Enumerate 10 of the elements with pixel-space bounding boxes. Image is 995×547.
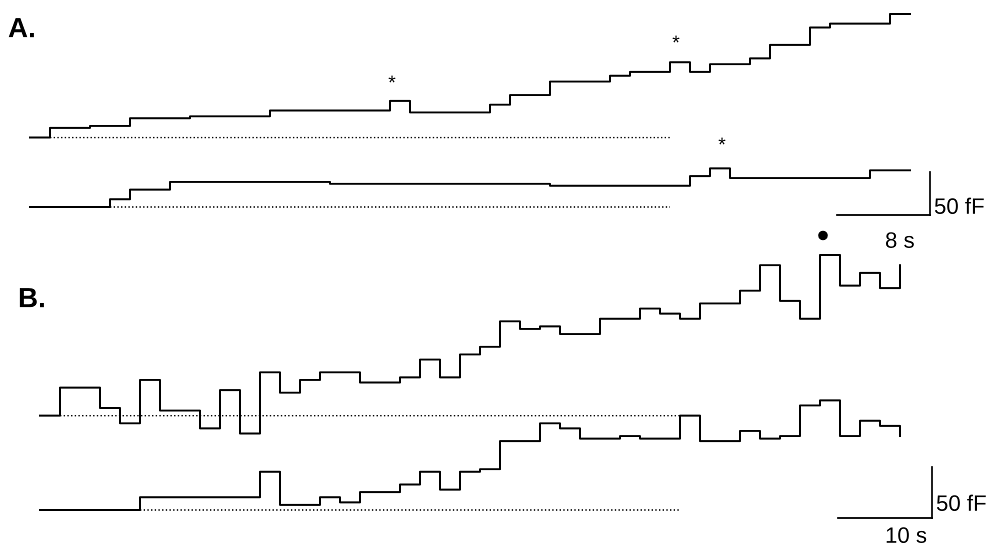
text: 50 fF <box>934 198 984 214</box>
text: 50 fF <box>936 494 986 511</box>
annotation: * <box>388 76 396 82</box>
chart-title: A. <box>8 18 34 38</box>
text: 8 s <box>886 232 914 248</box>
annotation: * <box>718 138 726 144</box>
annotation: * <box>672 36 680 42</box>
text: 10 s <box>886 527 926 543</box>
text: B. <box>20 288 44 308</box>
text: ● <box>818 230 828 240</box>
